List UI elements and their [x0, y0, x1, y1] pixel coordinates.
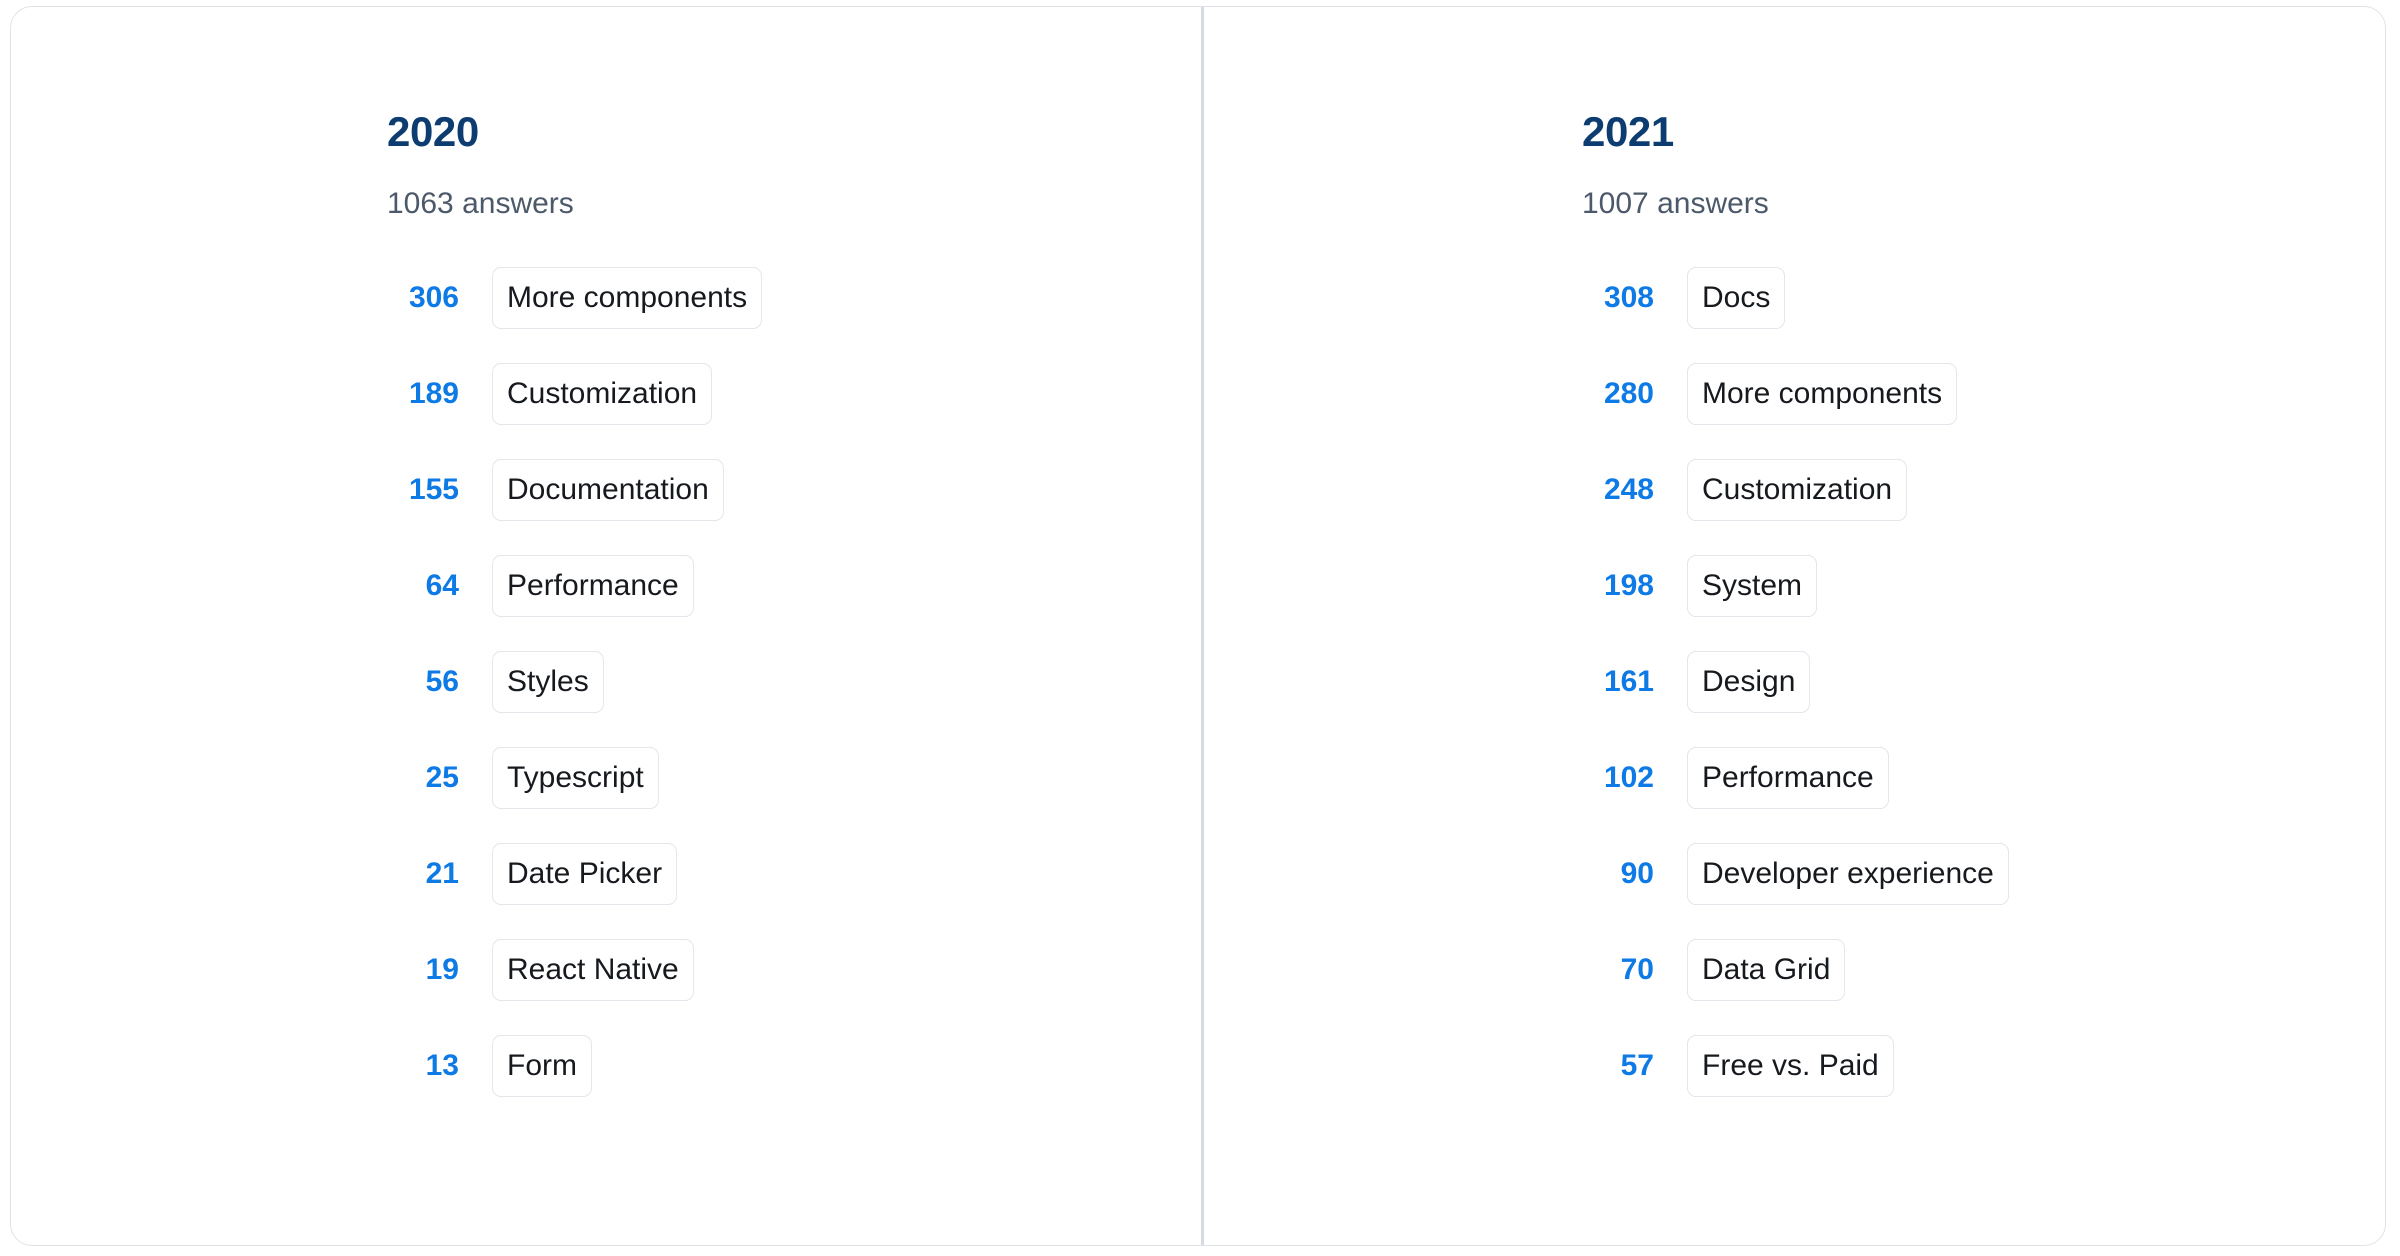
column-2020: 2020 1063 answers 306 More components 18… [11, 7, 1201, 1245]
answer-count: 21 [425, 857, 459, 890]
year-heading-2021: 2021 [1582, 108, 1674, 155]
survey-comparison-card: 2020 1063 answers 306 More components 18… [10, 6, 2386, 1246]
list-item[interactable]: 13 Form [387, 1035, 1201, 1097]
answer-chip[interactable]: Date Picker [492, 843, 678, 905]
answer-chip[interactable]: Developer experience [1687, 843, 2009, 905]
answer-chip[interactable]: Performance [1687, 747, 1889, 809]
answer-count: 280 [1603, 377, 1654, 410]
answer-count: 308 [1603, 281, 1654, 314]
answer-chip[interactable]: Typescript [492, 747, 659, 809]
list-item[interactable]: 19 React Native [387, 939, 1201, 1001]
year-heading-2020: 2020 [387, 108, 479, 155]
list-item[interactable]: 90 Developer experience [1582, 843, 2385, 905]
answer-chip[interactable]: React Native [492, 939, 694, 1001]
answer-chip[interactable]: More components [492, 267, 763, 329]
answer-chip[interactable]: More components [1687, 363, 1958, 425]
answer-chip[interactable]: Customization [492, 363, 713, 425]
list-item[interactable]: 64 Performance [387, 555, 1201, 617]
answer-chip[interactable]: Docs [1687, 267, 1786, 329]
answer-count: 19 [425, 953, 459, 986]
answer-chip[interactable]: Form [492, 1035, 592, 1097]
list-item[interactable]: 102 Performance [1582, 747, 2385, 809]
list-item[interactable]: 189 Customization [387, 363, 1201, 425]
column-2021: 2021 1007 answers 308 Docs 280 More comp… [1204, 7, 2385, 1245]
answer-count: 198 [1603, 569, 1654, 602]
answer-count: 64 [425, 569, 459, 602]
list-item[interactable]: 56 Styles [387, 651, 1201, 713]
list-item[interactable]: 155 Documentation [387, 459, 1201, 521]
answer-count: 189 [408, 377, 459, 410]
answer-count: 155 [408, 473, 459, 506]
list-item[interactable]: 248 Customization [1582, 459, 2385, 521]
answer-count: 306 [408, 281, 459, 314]
answer-count: 248 [1603, 473, 1654, 506]
answer-count: 70 [1620, 953, 1654, 986]
answer-chip[interactable]: Documentation [492, 459, 724, 521]
answer-count: 102 [1603, 761, 1654, 794]
list-item[interactable]: 306 More components [387, 267, 1201, 329]
list-item[interactable]: 308 Docs [1582, 267, 2385, 329]
list-item[interactable]: 57 Free vs. Paid [1582, 1035, 2385, 1097]
answer-count: 57 [1620, 1049, 1654, 1082]
list-item[interactable]: 280 More components [1582, 363, 2385, 425]
answer-list-2021: 308 Docs 280 More components 248 Customi… [1582, 267, 2385, 1097]
list-item[interactable]: 161 Design [1582, 651, 2385, 713]
answer-chip[interactable]: Data Grid [1687, 939, 1846, 1001]
answer-chip[interactable]: Free vs. Paid [1687, 1035, 1894, 1097]
list-item[interactable]: 70 Data Grid [1582, 939, 2385, 1001]
answers-count-2020: 1063 answers [387, 187, 574, 220]
answer-list-2020: 306 More components 189 Customization 15… [387, 267, 1201, 1097]
answer-count: 56 [425, 665, 459, 698]
list-item[interactable]: 25 Typescript [387, 747, 1201, 809]
answer-count: 13 [425, 1049, 459, 1082]
answer-chip[interactable]: Design [1687, 651, 1811, 713]
answer-count: 90 [1620, 857, 1654, 890]
answer-count: 25 [425, 761, 459, 794]
answer-chip[interactable]: System [1687, 555, 1818, 617]
answer-chip[interactable]: Styles [492, 651, 604, 713]
answer-count: 161 [1603, 665, 1654, 698]
answer-chip[interactable]: Customization [1687, 459, 1908, 521]
list-item[interactable]: 21 Date Picker [387, 843, 1201, 905]
list-item[interactable]: 198 System [1582, 555, 2385, 617]
answers-count-2021: 1007 answers [1582, 187, 1769, 220]
answer-chip[interactable]: Performance [492, 555, 694, 617]
column-divider [1201, 7, 1204, 1245]
